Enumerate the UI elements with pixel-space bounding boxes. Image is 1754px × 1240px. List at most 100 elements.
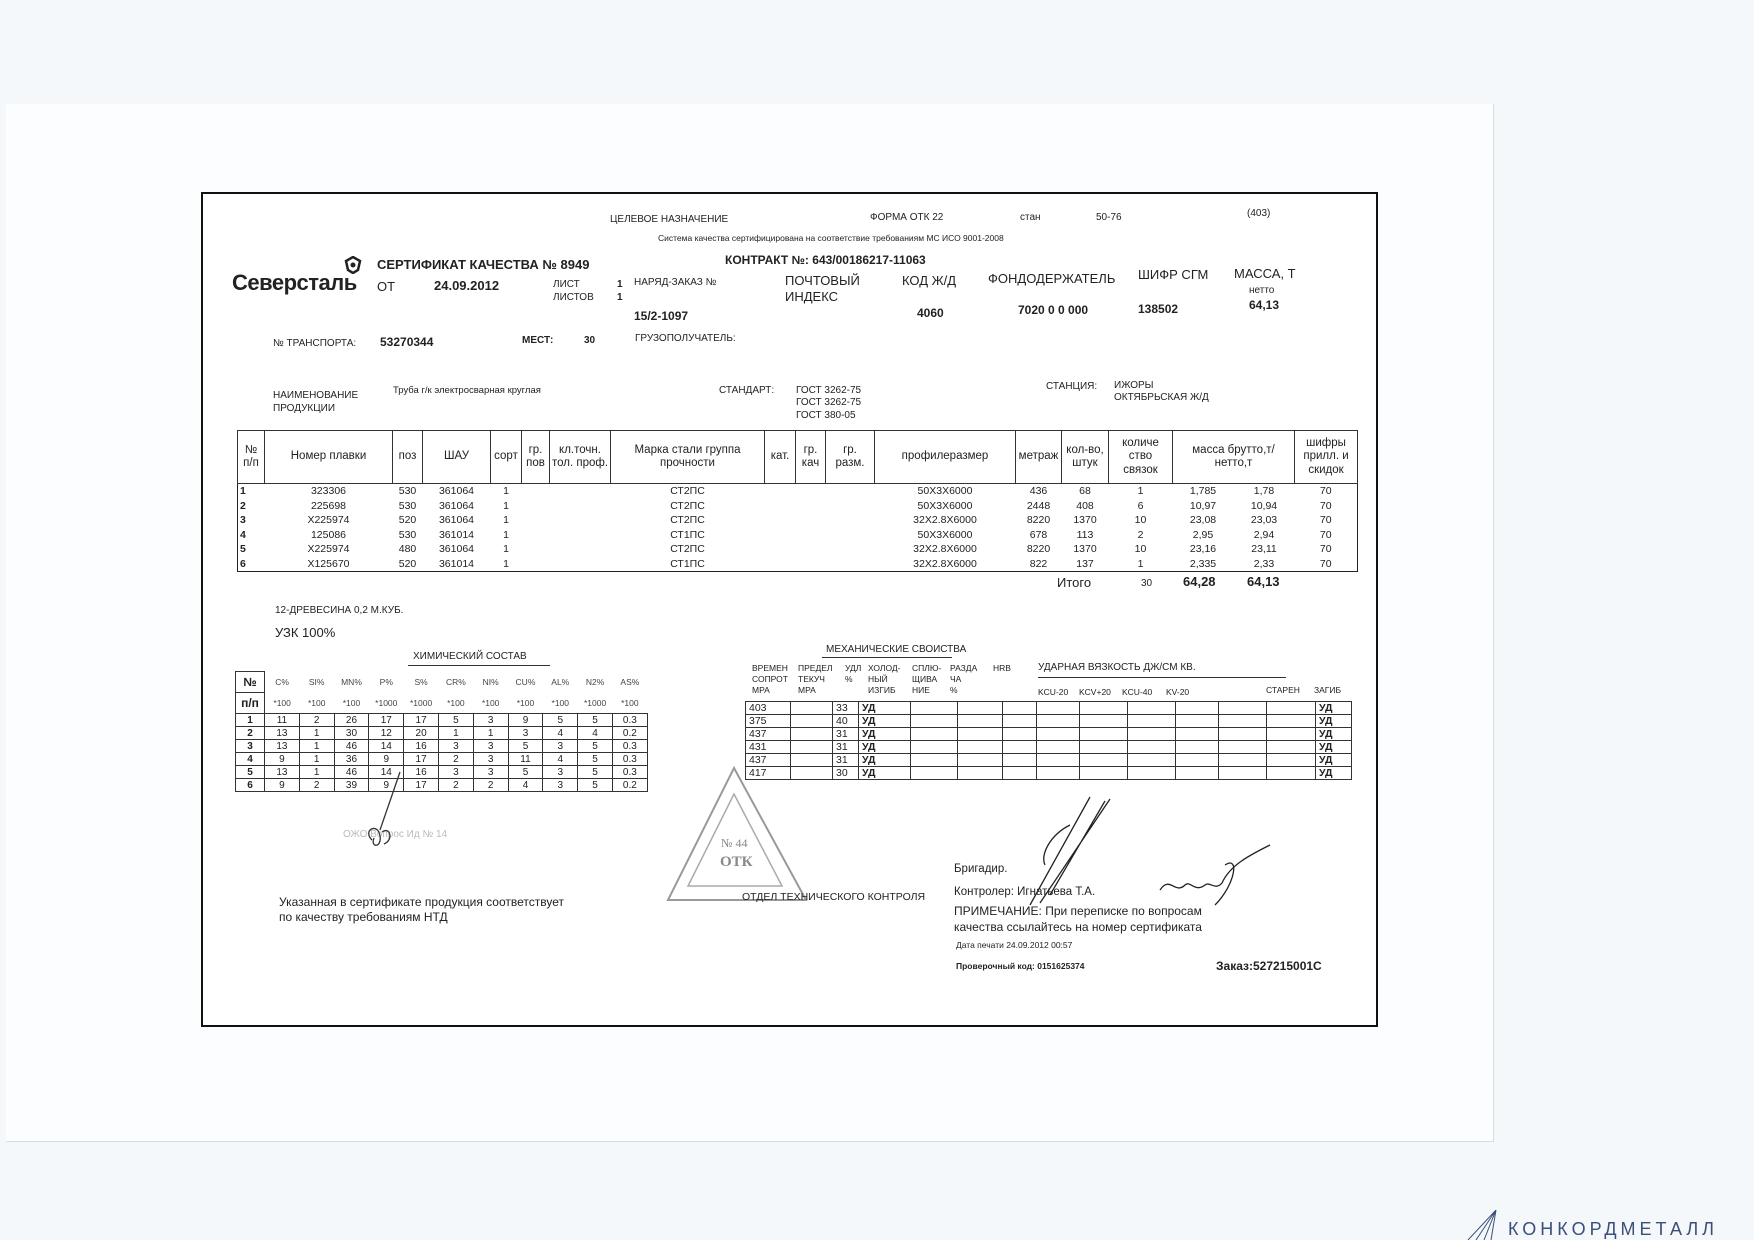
mech-cell [957, 740, 1003, 754]
initials-signature-icon [368, 771, 401, 846]
table-row: 2 225698 530 361064 1 СТ2ПС 50Х3Х6000 2448 408 6 1… [238, 499, 1358, 514]
column-header: кат. [764, 430, 796, 484]
mech-cell [790, 740, 833, 754]
aging-label: СТАРЕН [1266, 685, 1300, 695]
table-cell [765, 513, 796, 528]
chem-cell: 1 [235, 713, 265, 727]
chem-cell: 20 [403, 726, 439, 740]
chem-cell: 5 [542, 713, 579, 727]
chem-cell: 5 [437, 713, 474, 727]
mech-cell [1002, 766, 1037, 780]
impact-underline [1038, 677, 1286, 678]
impact-title: УДАРНАЯ ВЯЗКОСТЬ ДЖ/СМ КВ. [1038, 662, 1196, 673]
table-cell [826, 513, 875, 528]
company-name: Северсталь [232, 270, 357, 295]
column-header: № п/п [237, 430, 265, 484]
table-cell: 1 [503, 485, 509, 498]
konkordmetall-logo-icon [1467, 1210, 1497, 1240]
table-cell: 10 [1134, 514, 1147, 527]
table-cell: 1 [503, 528, 509, 541]
table-cell: 70 [1319, 514, 1332, 527]
mill-value: 50-76 [1096, 212, 1122, 223]
table-cell [522, 499, 550, 514]
chem-cell: 4 [577, 726, 613, 740]
table-cell: СТ2ПС [670, 485, 705, 498]
table-cell: 520 [398, 557, 417, 570]
mech-cell: УД [1315, 714, 1352, 728]
standard-3: ГОСТ 380-05 [796, 410, 856, 421]
mech-title-underline [822, 657, 952, 658]
table-cell: 5 [240, 543, 246, 556]
table-cell: 8220 [1026, 514, 1051, 527]
table-cell: 1 [503, 514, 509, 527]
brigadier-label: Бригадир. [954, 863, 1008, 875]
chem-cell: 1 [298, 726, 335, 740]
table-cell: Х225974 [307, 514, 350, 527]
mech-cell [1218, 701, 1267, 715]
order-label: НАРЯД-ЗАКАЗ № [634, 277, 717, 288]
chem-multiplier-header: *100 [273, 697, 291, 708]
product-table: № п/п Номер плавки поз ШАУ сорт гр. пов кл.точ… [237, 430, 1358, 572]
column-header: гр. разм. [825, 430, 875, 484]
table-cell [826, 484, 875, 499]
chem-cell: 36 [333, 752, 370, 766]
table-cell: 361064 [438, 514, 475, 527]
otk-label: ОТДЕЛ ТЕХНИЧЕСКОГО КОНТРОЛЯ [742, 891, 926, 903]
mech-cell [1266, 753, 1316, 767]
sgm-label: ШИФР СГМ [1138, 267, 1209, 282]
table-cell: 32Х2.8Х6000 [913, 514, 977, 527]
table-cell: 10,97 [1189, 499, 1217, 512]
mech-cell [790, 714, 833, 728]
chem-cell: 9 [368, 778, 405, 792]
table-cell: 125086 [310, 528, 347, 541]
table-cell: 2,335 [1189, 557, 1217, 570]
impact-column-label: KCU-40 [1122, 687, 1153, 697]
chem-cell: 3 [472, 739, 509, 753]
standard-1: ГОСТ 3262-75 [796, 385, 862, 396]
chem-no-header: № [235, 671, 265, 693]
column-header: кл.точн. тол. проф. [549, 430, 611, 484]
print-date: Дата печати 24.09.2012 00:57 [956, 940, 1073, 950]
severstal-logo-icon [344, 256, 362, 274]
mech-column-label: HRB [993, 663, 1011, 673]
chem-element-header: MN% [341, 677, 362, 687]
mass-label: МАССА, Т [1234, 266, 1296, 281]
mech-row: 437 31 УД УД [745, 727, 1352, 741]
mech-column-label: НИЕ [912, 685, 930, 695]
postal-label-2: ИНДЕКС [785, 289, 839, 304]
table-cell [826, 499, 875, 514]
table-cell: 323306 [310, 485, 347, 498]
table-cell: 1 [503, 499, 509, 512]
impact-column-label: KV-20 [1166, 687, 1190, 697]
table-cell: 1,785 [1189, 485, 1217, 498]
table-cell: 1 [503, 543, 509, 556]
table-row: 6 Х125670 520 361014 1 СТ1ПС 32Х2.8Х6000 822 137… [238, 557, 1358, 572]
mech-cell [1036, 701, 1080, 715]
mech-row: 431 31 УД УД [745, 740, 1352, 754]
chem-multiplier-header: *100 [342, 697, 361, 708]
note-line-2: качества ссылайтесь на номер сертификата [954, 920, 1202, 934]
table-cell [826, 528, 875, 543]
chem-cell: 9 [264, 752, 300, 766]
mech-cell: УД [1315, 727, 1352, 741]
mech-cell [1218, 740, 1267, 754]
mech-cell [1175, 727, 1219, 741]
table-cell [550, 499, 611, 514]
chem-element-header: CU% [515, 677, 536, 687]
column-header: Номер плавки [264, 430, 393, 484]
table-cell [550, 542, 611, 557]
signatures-icon [1029, 796, 1271, 906]
chem-cell: 3 [235, 739, 265, 753]
chem-cell: 39 [333, 778, 370, 792]
sheets-label: ЛИСТОВ [553, 292, 594, 303]
chem-cell: 4 [235, 752, 265, 766]
table-cell [550, 513, 611, 528]
mech-cell [1127, 766, 1176, 780]
chem-cell: 13 [264, 765, 300, 779]
mech-row: 437 31 УД УД [745, 753, 1352, 767]
chem-cell: 0.2 [611, 778, 648, 792]
table-row: 1 323306 530 361064 1 СТ2ПС 50Х3Х6000 436 68 1 1,7… [238, 484, 1358, 499]
column-header: гр. кач [795, 430, 826, 484]
chem-cell: 0.3 [611, 752, 648, 766]
table-cell [826, 557, 875, 572]
